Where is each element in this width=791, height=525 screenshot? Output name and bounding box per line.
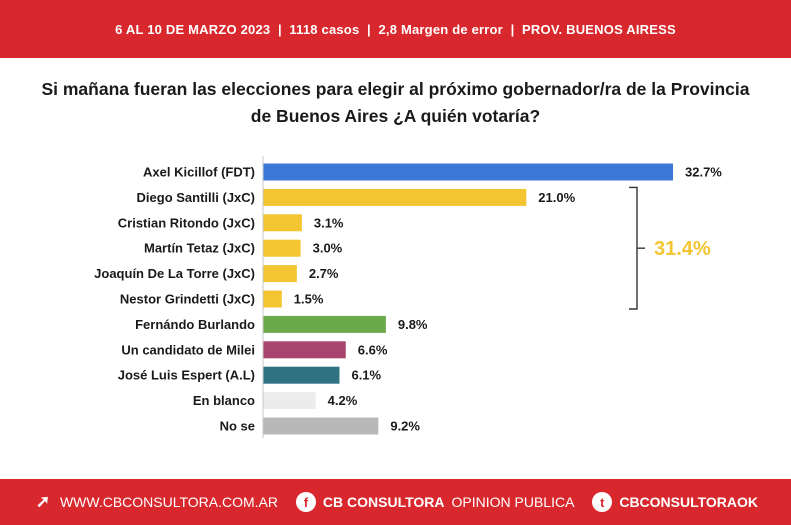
category-label: Joaquín De La Torre (JxC) xyxy=(94,266,255,281)
group-bracket xyxy=(629,186,645,310)
header-banner: 6 AL 10 DE MARZO 2023 | 1118 casos | 2,8… xyxy=(0,0,791,58)
twitter-label: CBCONSULTORAOK xyxy=(619,494,759,510)
footer-website[interactable]: ➚ WWW.CBCONSULTORA.COM.AR xyxy=(33,492,278,512)
value-label: 1.5% xyxy=(294,292,324,307)
facebook-bold-label: CB CONSULTORA xyxy=(322,494,445,510)
value-label: 6.6% xyxy=(358,342,388,357)
value-label: 9.8% xyxy=(398,317,428,332)
category-label: No se xyxy=(220,419,255,434)
cursor-icon: ➚ xyxy=(35,492,51,511)
header-separator: | xyxy=(270,21,290,37)
header-error: 2,8 Margen de error xyxy=(378,21,503,37)
value-label: 3.1% xyxy=(314,215,344,230)
survey-question: Si mañana fueran las elecciones para ele… xyxy=(0,76,791,130)
category-label: Fernándo Burlando xyxy=(135,317,255,332)
question-line-2: de Buenos Aires ¿A quién votaría? xyxy=(250,106,541,126)
bar xyxy=(263,265,297,283)
bar xyxy=(263,392,316,410)
bar xyxy=(263,239,301,257)
bar xyxy=(263,214,302,232)
bar xyxy=(263,163,673,181)
twitter-icon: t xyxy=(592,492,613,512)
bar xyxy=(263,341,346,359)
category-label: José Luis Espert (A.L) xyxy=(118,368,255,383)
category-label: Martín Tetaz (JxC) xyxy=(144,241,255,256)
value-label: 3.0% xyxy=(313,241,343,256)
category-label: Diego Santilli (JxC) xyxy=(137,190,255,205)
header-separator: | xyxy=(502,21,523,37)
bar xyxy=(263,290,282,308)
value-label: 4.2% xyxy=(328,393,358,408)
footer-twitter[interactable]: t CBCONSULTORAOK xyxy=(592,492,758,512)
category-label: Un candidato de Milei xyxy=(121,342,255,357)
bar xyxy=(263,366,340,384)
header-date: 6 AL 10 DE MARZO 2023 xyxy=(115,21,271,37)
question-line-1: Si mañana fueran las elecciones para ele… xyxy=(41,79,750,99)
bracket-total-label: 31.4% xyxy=(654,238,711,260)
category-label: Cristian Ritondo (JxC) xyxy=(118,215,255,230)
footer-banner: ➚ WWW.CBCONSULTORA.COM.AR f CB CONSULTOR… xyxy=(0,479,791,525)
category-label: En blanco xyxy=(193,393,255,408)
value-label: 6.1% xyxy=(351,368,381,383)
facebook-icon: f xyxy=(295,492,316,512)
bar xyxy=(263,417,379,435)
value-label: 32.7% xyxy=(685,165,722,180)
bar xyxy=(263,188,527,206)
bar-chart: Axel Kicillof (FDT) 32.7% Diego Santilli (… xyxy=(94,156,722,438)
header-cases: 1118 casos xyxy=(289,21,360,37)
value-label: 9.2% xyxy=(390,419,420,434)
category-label: Axel Kicillof (FDT) xyxy=(143,165,255,180)
footer-facebook[interactable]: f CB CONSULTORA OPINION PUBLICA xyxy=(295,492,575,512)
value-label: 2.7% xyxy=(309,266,339,281)
header-separator: | xyxy=(359,21,379,37)
category-label: Nestor Grindetti (JxC) xyxy=(120,292,255,307)
facebook-rest-label: OPINION PUBLICA xyxy=(451,494,575,510)
value-label: 21.0% xyxy=(538,190,575,205)
website-label: WWW.CBCONSULTORA.COM.AR xyxy=(59,494,278,510)
header-province: PROV. BUENOS AIRESS xyxy=(522,21,676,37)
bar xyxy=(263,315,386,333)
